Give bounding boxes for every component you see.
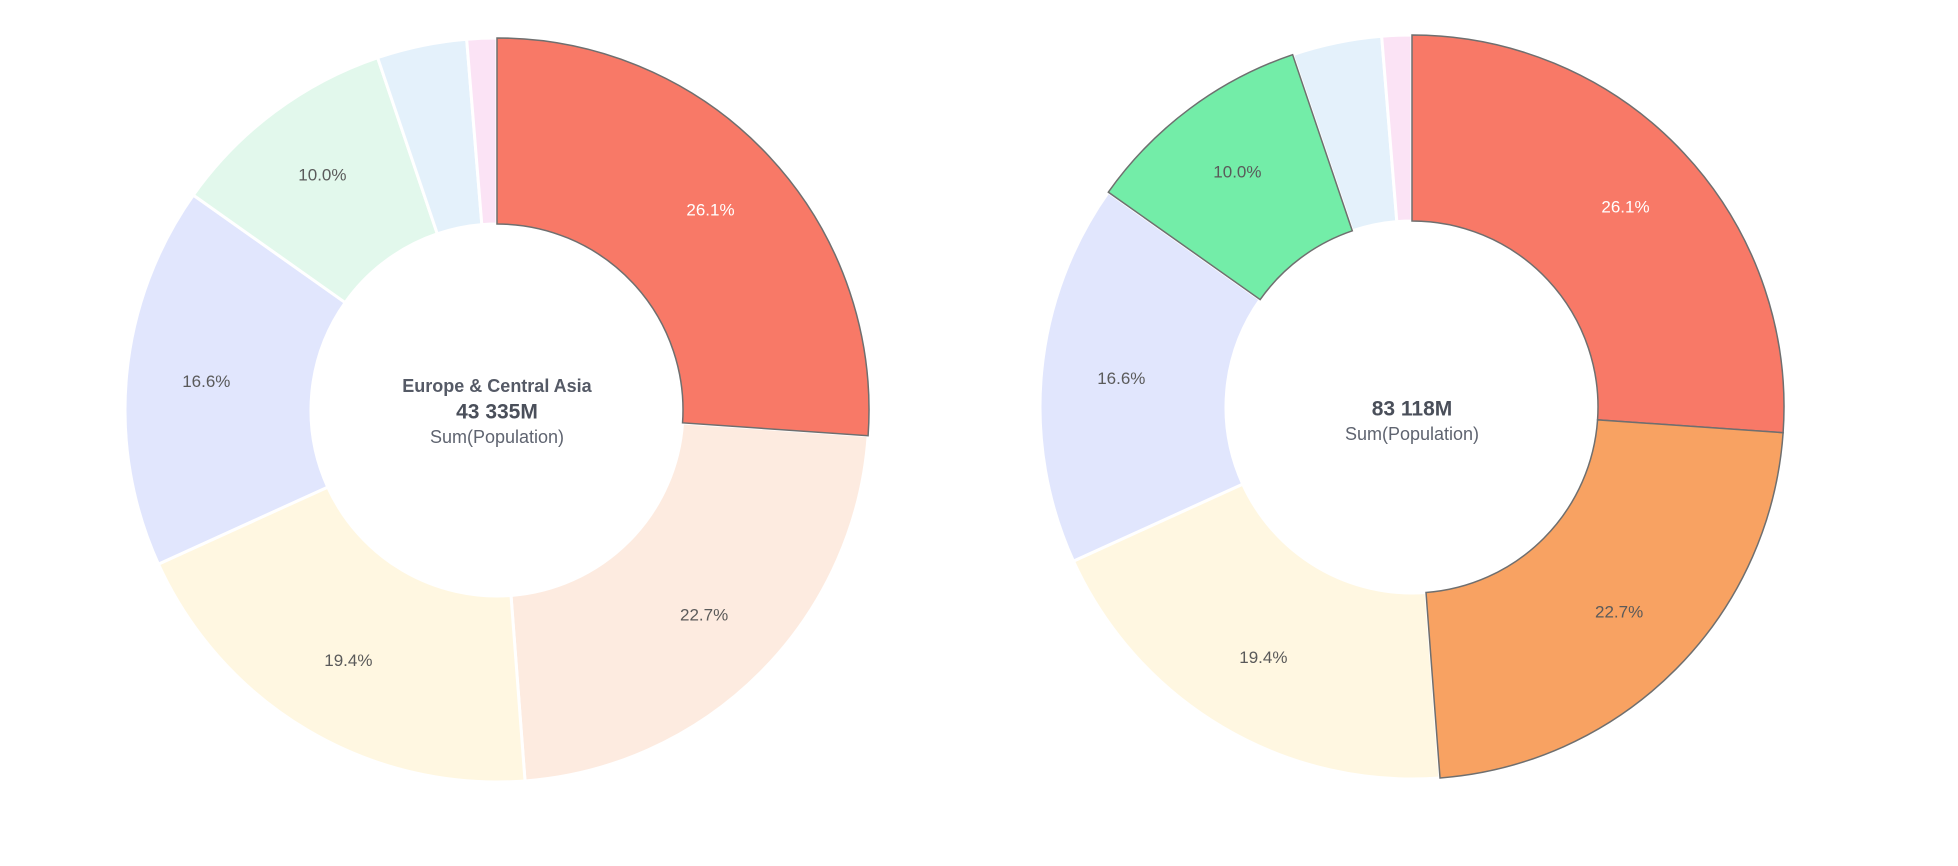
- donut-slice-3[interactable]: [1038, 190, 1263, 564]
- donut-chart-europe-central-asia: 26.1% 22.7% 19.4% 16.6% 10.0% Europe & Centra…: [123, 36, 870, 784]
- donut-center-text: Europe & Central Asia 43 335M Sum(Populati…: [402, 376, 592, 447]
- donut-center-text: 83 118M Sum(Population): [1345, 398, 1479, 444]
- donut-slice-1[interactable]: [509, 421, 870, 783]
- donut-chart-combined: 26.1% 22.7% 19.4% 16.6% 10.0% 83 118M Sum(Popu…: [1038, 33, 1785, 781]
- donut-slice-label-1: 22.7%: [680, 605, 728, 624]
- donut-highlighted-slices: [1107, 34, 1785, 779]
- center-value: 43 335M: [456, 401, 538, 424]
- donut-slices: [1038, 33, 1442, 781]
- donut-highlighted-slices: [496, 37, 870, 437]
- donut-slice-0[interactable]: [496, 37, 870, 437]
- donut-slice-3[interactable]: [123, 193, 348, 567]
- donut-slice-label-0: 26.1%: [1601, 197, 1649, 216]
- donut-slice-labels: 26.1% 22.7% 19.4% 16.6% 10.0%: [182, 165, 734, 669]
- donut-slice-label-2: 19.4%: [324, 651, 372, 670]
- center-subtitle: Sum(Population): [1345, 424, 1479, 444]
- donut-slice-2[interactable]: [156, 485, 527, 784]
- donut-slice-2[interactable]: [1071, 482, 1442, 781]
- donut-slices: [123, 36, 870, 784]
- donut-slice-label-1: 22.7%: [1595, 602, 1643, 621]
- center-title: Europe & Central Asia: [402, 376, 592, 396]
- donut-slice-label-3: 16.6%: [1097, 369, 1145, 388]
- donut-slice-label-2: 19.4%: [1239, 648, 1287, 667]
- center-value: 83 118M: [1372, 398, 1453, 421]
- donut-slice-label-0: 26.1%: [686, 200, 734, 219]
- donut-slice-label-4: 10.0%: [1213, 162, 1261, 181]
- center-subtitle: Sum(Population): [430, 427, 564, 447]
- donut-slice-labels: 26.1% 22.7% 19.4% 16.6% 10.0%: [1097, 162, 1649, 666]
- donut-slice-label-3: 16.6%: [182, 372, 230, 391]
- donut-slice-1[interactable]: [1425, 419, 1784, 779]
- donut-slice-0[interactable]: [1411, 34, 1785, 434]
- donut-slice-4[interactable]: [1107, 53, 1354, 301]
- donut-slice-label-4: 10.0%: [298, 165, 346, 184]
